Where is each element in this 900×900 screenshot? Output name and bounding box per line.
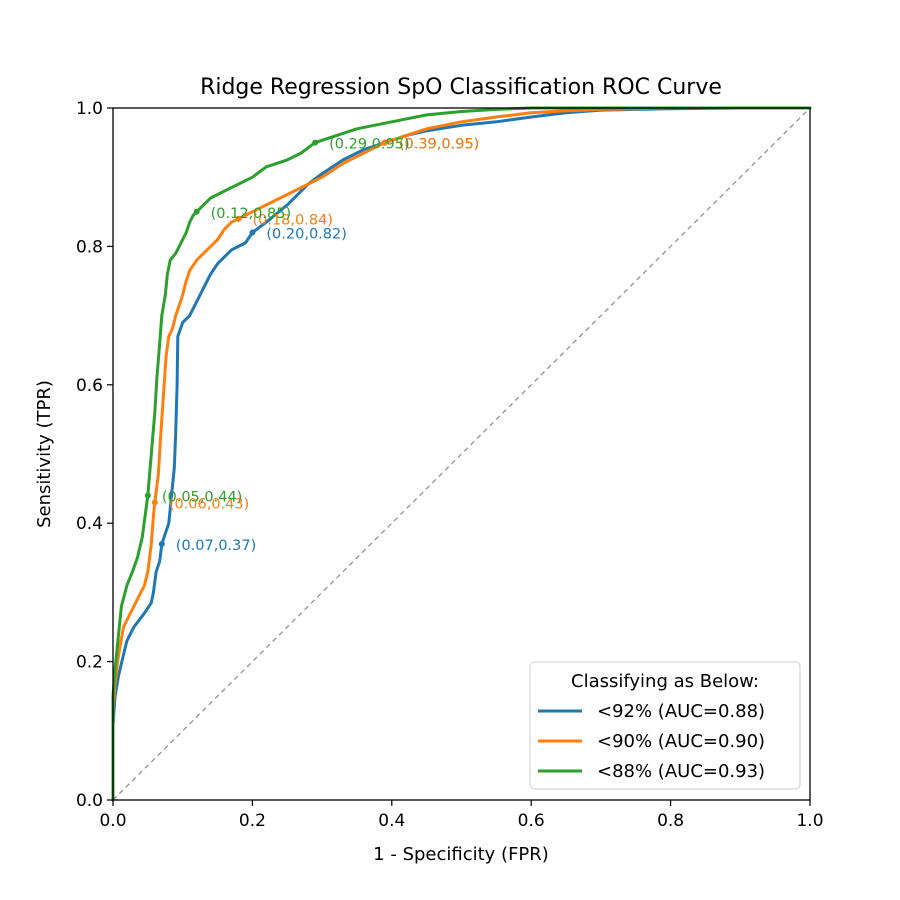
- y-axis-label: Sensitivity (TPR): [34, 380, 55, 528]
- x-tick-label: 0.4: [378, 811, 405, 831]
- y-tick-label: 0.6: [76, 376, 103, 396]
- roc-series-line-1: [111, 106, 812, 802]
- diagonal-reference-line: [112, 107, 811, 801]
- threshold-label-2-2: (0.29,0.95): [329, 137, 410, 153]
- legend-title: Classifying as Below:: [571, 671, 759, 692]
- threshold-label-1-0: (0.06,0.43): [169, 496, 250, 512]
- legend-label-0: <92% (AUC=0.88): [597, 701, 765, 722]
- threshold-label-0-0: (0.07,0.37): [176, 538, 256, 554]
- axis-ticks: 0.0 0.2 0.4 0.6 0.8 1.0 0.0 0.2 0.4 0.6 0.8 1.0: [76, 99, 824, 831]
- chart-title: Ridge Regression SpO Classification ROC …: [200, 75, 722, 100]
- legend: Classifying as Below: <92% (AUC=0.88) <90…: [529, 661, 801, 790]
- roc-series-line-0: [111, 106, 812, 802]
- x-tick-label: 1.0: [796, 811, 823, 831]
- threshold-marker-1-1: [235, 215, 242, 222]
- threshold-label-1-2: (0.39,0.95): [399, 137, 480, 153]
- legend-box: [529, 661, 801, 790]
- threshold-marker-2-2: [312, 139, 319, 146]
- threshold-label-1-1: (0.18,0.84): [252, 213, 333, 229]
- threshold-label-2-0: (0.05,0.44): [162, 490, 243, 506]
- threshold-marker-2-0: [144, 492, 151, 499]
- threshold-marker-1-2: [381, 139, 388, 146]
- y-tick-label: 0.2: [76, 653, 103, 673]
- threshold-marker-2-1: [193, 208, 200, 215]
- x-tick-label: 0.2: [239, 811, 266, 831]
- threshold-marker-0-1: [249, 229, 256, 236]
- x-tick-label: 0.8: [657, 811, 684, 831]
- y-tick-label: 0.0: [76, 791, 103, 811]
- threshold-marker-1-0: [151, 499, 158, 506]
- roc-series-line-2: [111, 106, 812, 802]
- threshold-label-0-1: (0.20,0.82): [266, 227, 347, 243]
- plot-area: (0.07,0.37) (0.20,0.82) (0.39,0.95) (0.06,0…: [111, 106, 812, 802]
- y-tick-label: 1.0: [76, 99, 103, 119]
- legend-label-2: <88% (AUC=0.93): [597, 761, 765, 782]
- threshold-label-2-1: (0.12,0.85): [211, 206, 292, 222]
- threshold-label-0-2: (0.39,0.95): [399, 137, 480, 153]
- legend-label-1: <90% (AUC=0.90): [597, 731, 765, 752]
- y-tick-label: 0.8: [76, 237, 103, 257]
- x-axis-label: 1 - Specificity (FPR): [373, 844, 549, 865]
- plot-frame: [112, 107, 811, 801]
- threshold-marker-0-0: [158, 540, 165, 547]
- x-tick-label: 0.0: [99, 811, 126, 831]
- x-tick-label: 0.6: [518, 811, 545, 831]
- y-tick-label: 0.4: [76, 514, 103, 534]
